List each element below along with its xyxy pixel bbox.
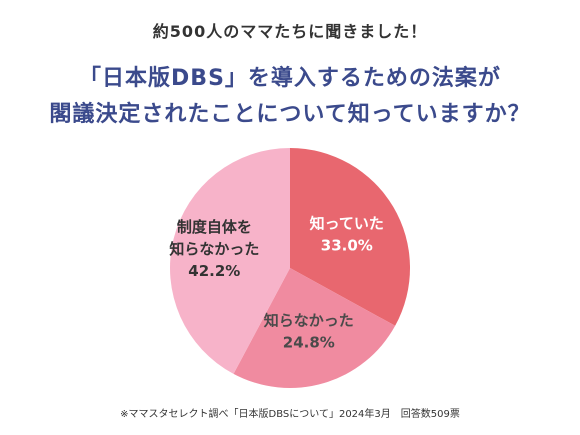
pie-slice-1 [290, 148, 411, 326]
slice-2-value-label: 24.8% [283, 333, 335, 351]
question-headline-line-1: 「日本版DBS」を導入するための法案が [79, 66, 501, 91]
survey-kicker: 約500人のママたちに聞きました！ [152, 22, 428, 41]
source-footnote: ※ママスタセレクト調べ「日本版DBSについて」2024年3月 回答数509票 [120, 409, 460, 420]
slice-1-category-label: 知っていた [310, 214, 384, 232]
slice-3-category-label: 制度自体を [177, 218, 252, 236]
slice-2-category-label: 知らなかった [264, 311, 354, 329]
slice-3-value-label: 42.2% [188, 262, 240, 280]
slice-1-value-label: 33.0% [321, 236, 373, 254]
slice-3-category-label: 知らなかった [169, 240, 259, 258]
pie-slice-2 [233, 268, 396, 388]
pie-slice-3 [170, 148, 290, 374]
question-headline-line-2: 閣議決定されたことについて知っていますか？ [49, 102, 531, 127]
